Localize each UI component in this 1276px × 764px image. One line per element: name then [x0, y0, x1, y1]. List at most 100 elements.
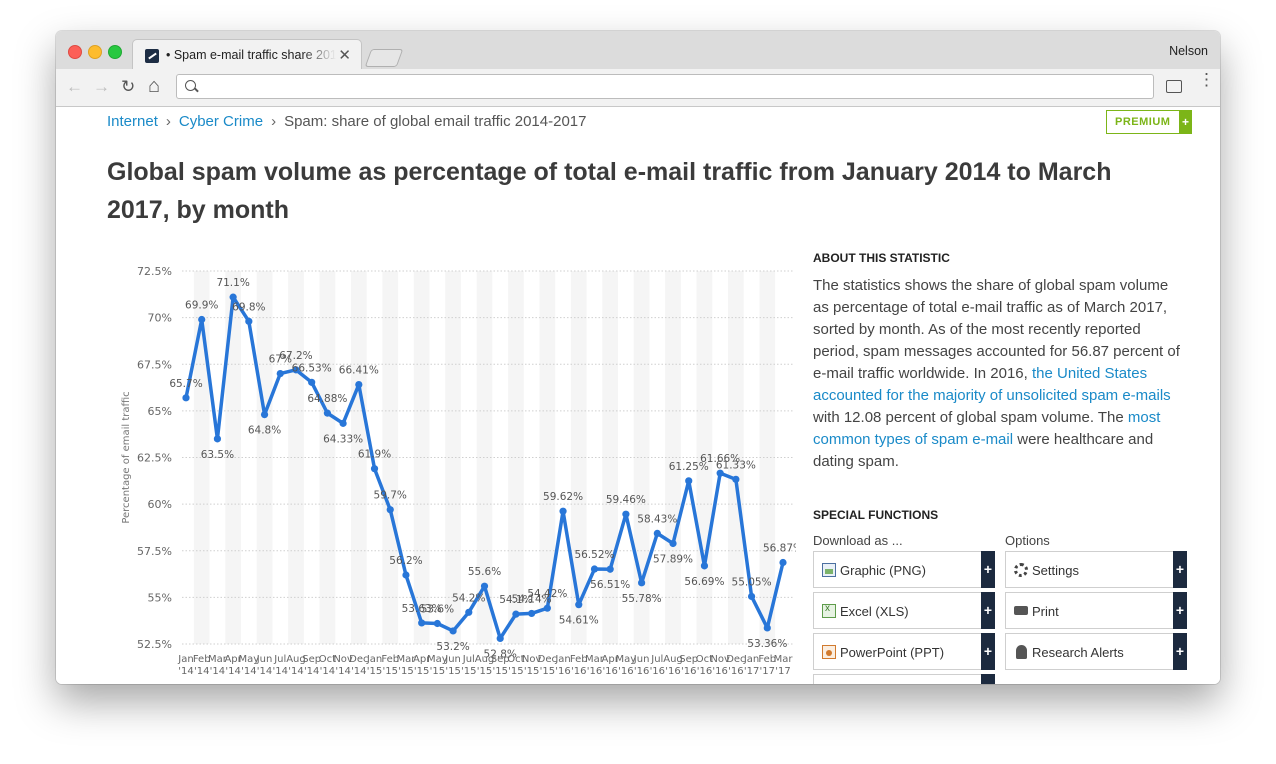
x-tick-label: Nov: [522, 654, 542, 665]
y-tick-label: 52.5%: [137, 638, 172, 651]
tab-close-icon[interactable]: ✕: [338, 47, 351, 64]
forward-arrow-icon[interactable]: →: [93, 77, 110, 96]
x-tick-label: Feb: [570, 654, 588, 665]
data-label: 54.14%: [512, 593, 552, 605]
special-functions-heading: SPECIAL FUNCTIONS: [813, 508, 939, 522]
x-tick-label-year: '14: [225, 666, 240, 677]
x-tick-label-year: '15: [492, 666, 507, 677]
data-label: 67%: [269, 354, 292, 366]
settings-button[interactable]: Settings +: [1005, 551, 1187, 588]
x-tick-label-year: '16: [555, 666, 570, 677]
close-window-button[interactable]: [68, 45, 82, 59]
plus-icon: +: [1173, 633, 1187, 670]
data-point: [606, 565, 614, 573]
reload-icon[interactable]: ↻: [121, 77, 136, 96]
browser-toolbar: ← → ↻ ⌂ ⋮: [56, 69, 1220, 107]
data-label: 54.42%: [527, 588, 567, 600]
gear-icon: [1014, 563, 1028, 577]
download-heading: Download as ...: [813, 533, 903, 548]
download-more-button[interactable]: +: [813, 674, 995, 684]
x-tick-label: Dec: [538, 654, 557, 665]
x-tick-label: Apr: [602, 654, 620, 665]
premium-button[interactable]: PREMIUM +: [1106, 110, 1192, 134]
data-point: [229, 293, 237, 301]
data-point: [732, 475, 740, 483]
data-label: 56.87%: [763, 542, 796, 554]
research-alerts-label: Research Alerts: [1032, 645, 1124, 660]
x-tick-label-year: '15: [398, 666, 413, 677]
x-tick-label-year: '14: [257, 666, 272, 677]
data-label: 56.2%: [389, 555, 422, 567]
x-tick-label-year: '15: [430, 666, 445, 677]
x-tick-label-year: '17: [760, 666, 775, 677]
data-label: 54.1%: [499, 594, 532, 606]
data-point: [198, 315, 206, 324]
breadcrumb-link-internet[interactable]: Internet: [107, 113, 158, 130]
search-icon: [185, 80, 196, 91]
x-tick-label: Aug: [286, 654, 306, 665]
browser-menu-icon[interactable]: ⋮: [1198, 70, 1215, 89]
x-tick-label: Feb: [758, 654, 776, 665]
x-tick-label: Sep: [679, 654, 698, 665]
data-point: [260, 411, 269, 419]
us-spam-link[interactable]: the United States accounted for the majo…: [813, 365, 1171, 404]
x-tick-label-year: '15: [461, 666, 476, 677]
data-point: [355, 380, 363, 389]
download-xls-label: Excel (XLS): [840, 604, 909, 619]
data-label: 56.51%: [590, 579, 630, 591]
x-tick-label: Mar: [585, 654, 605, 665]
data-label: 69.9%: [185, 299, 218, 311]
y-tick-label: 67.5%: [137, 358, 172, 371]
x-tick-label-year: '16: [728, 666, 743, 677]
x-tick-label-year: '16: [681, 666, 696, 677]
data-label: 63.5%: [201, 449, 234, 461]
print-icon: [1014, 606, 1028, 615]
x-tick-label-year: '15: [477, 666, 492, 677]
x-tick-label: Jul: [462, 654, 475, 665]
spam-types-link[interactable]: most common types of spam e-mail: [813, 409, 1161, 448]
about-heading: ABOUT THIS STATISTIC: [813, 251, 950, 265]
x-tick-label: Jan: [743, 654, 759, 665]
x-tick-label-year: '15: [414, 666, 429, 677]
spam-line-chart: 52.5% 55% 57.5% 60% 62.5% 65% 67.5% 70% 72.5% Per…: [121, 265, 796, 677]
download-xls-button[interactable]: Excel (XLS) +: [813, 592, 995, 629]
download-ppt-button[interactable]: PowerPoint (PPT) +: [813, 633, 995, 670]
excel-icon: [822, 603, 836, 618]
data-point: [182, 394, 190, 402]
data-label: 53.36%: [747, 638, 787, 650]
cast-icon[interactable]: [1166, 80, 1182, 93]
plus-icon: +: [981, 592, 995, 629]
x-tick-label: Jun: [256, 654, 273, 665]
page-title: Global spam volume as percentage of tota…: [107, 158, 1112, 224]
data-label: 64.33%: [323, 433, 363, 445]
data-point: [763, 624, 771, 632]
profile-name[interactable]: Nelson: [1169, 44, 1208, 58]
address-bar[interactable]: [176, 74, 1154, 99]
back-arrow-icon[interactable]: ←: [66, 77, 83, 96]
print-button[interactable]: Print +: [1005, 592, 1187, 629]
maximize-window-button[interactable]: [108, 45, 122, 59]
premium-label: PREMIUM: [1115, 116, 1171, 128]
breadcrumb-link-cyber-crime[interactable]: Cyber Crime: [178, 113, 264, 130]
data-point: [638, 579, 646, 587]
data-label: 61.9%: [358, 449, 391, 461]
data-point: [292, 366, 300, 374]
data-label: 71.1%: [216, 277, 249, 289]
data-label: 64.8%: [248, 425, 281, 437]
data-point: [559, 507, 567, 515]
new-tab-button[interactable]: [364, 49, 404, 67]
x-tick-label-year: '14: [241, 666, 256, 677]
home-icon[interactable]: ⌂: [148, 75, 161, 97]
x-tick-label-year: '15: [382, 666, 397, 677]
data-label: 53.2%: [436, 641, 469, 653]
minimize-window-button[interactable]: [88, 45, 102, 59]
active-tab[interactable]: • Spam e-mail traffic share 2014-2017 ✕: [132, 39, 362, 70]
data-point: [747, 592, 756, 601]
download-png-button[interactable]: Graphic (PNG) +: [813, 551, 995, 588]
research-alerts-button[interactable]: Research Alerts +: [1005, 633, 1187, 670]
data-label: 59.46%: [606, 494, 646, 506]
x-tick-label-year: '14: [351, 666, 366, 677]
data-label: 59.7%: [374, 490, 407, 502]
y-tick-label: 60%: [148, 498, 172, 511]
data-point: [449, 627, 457, 635]
